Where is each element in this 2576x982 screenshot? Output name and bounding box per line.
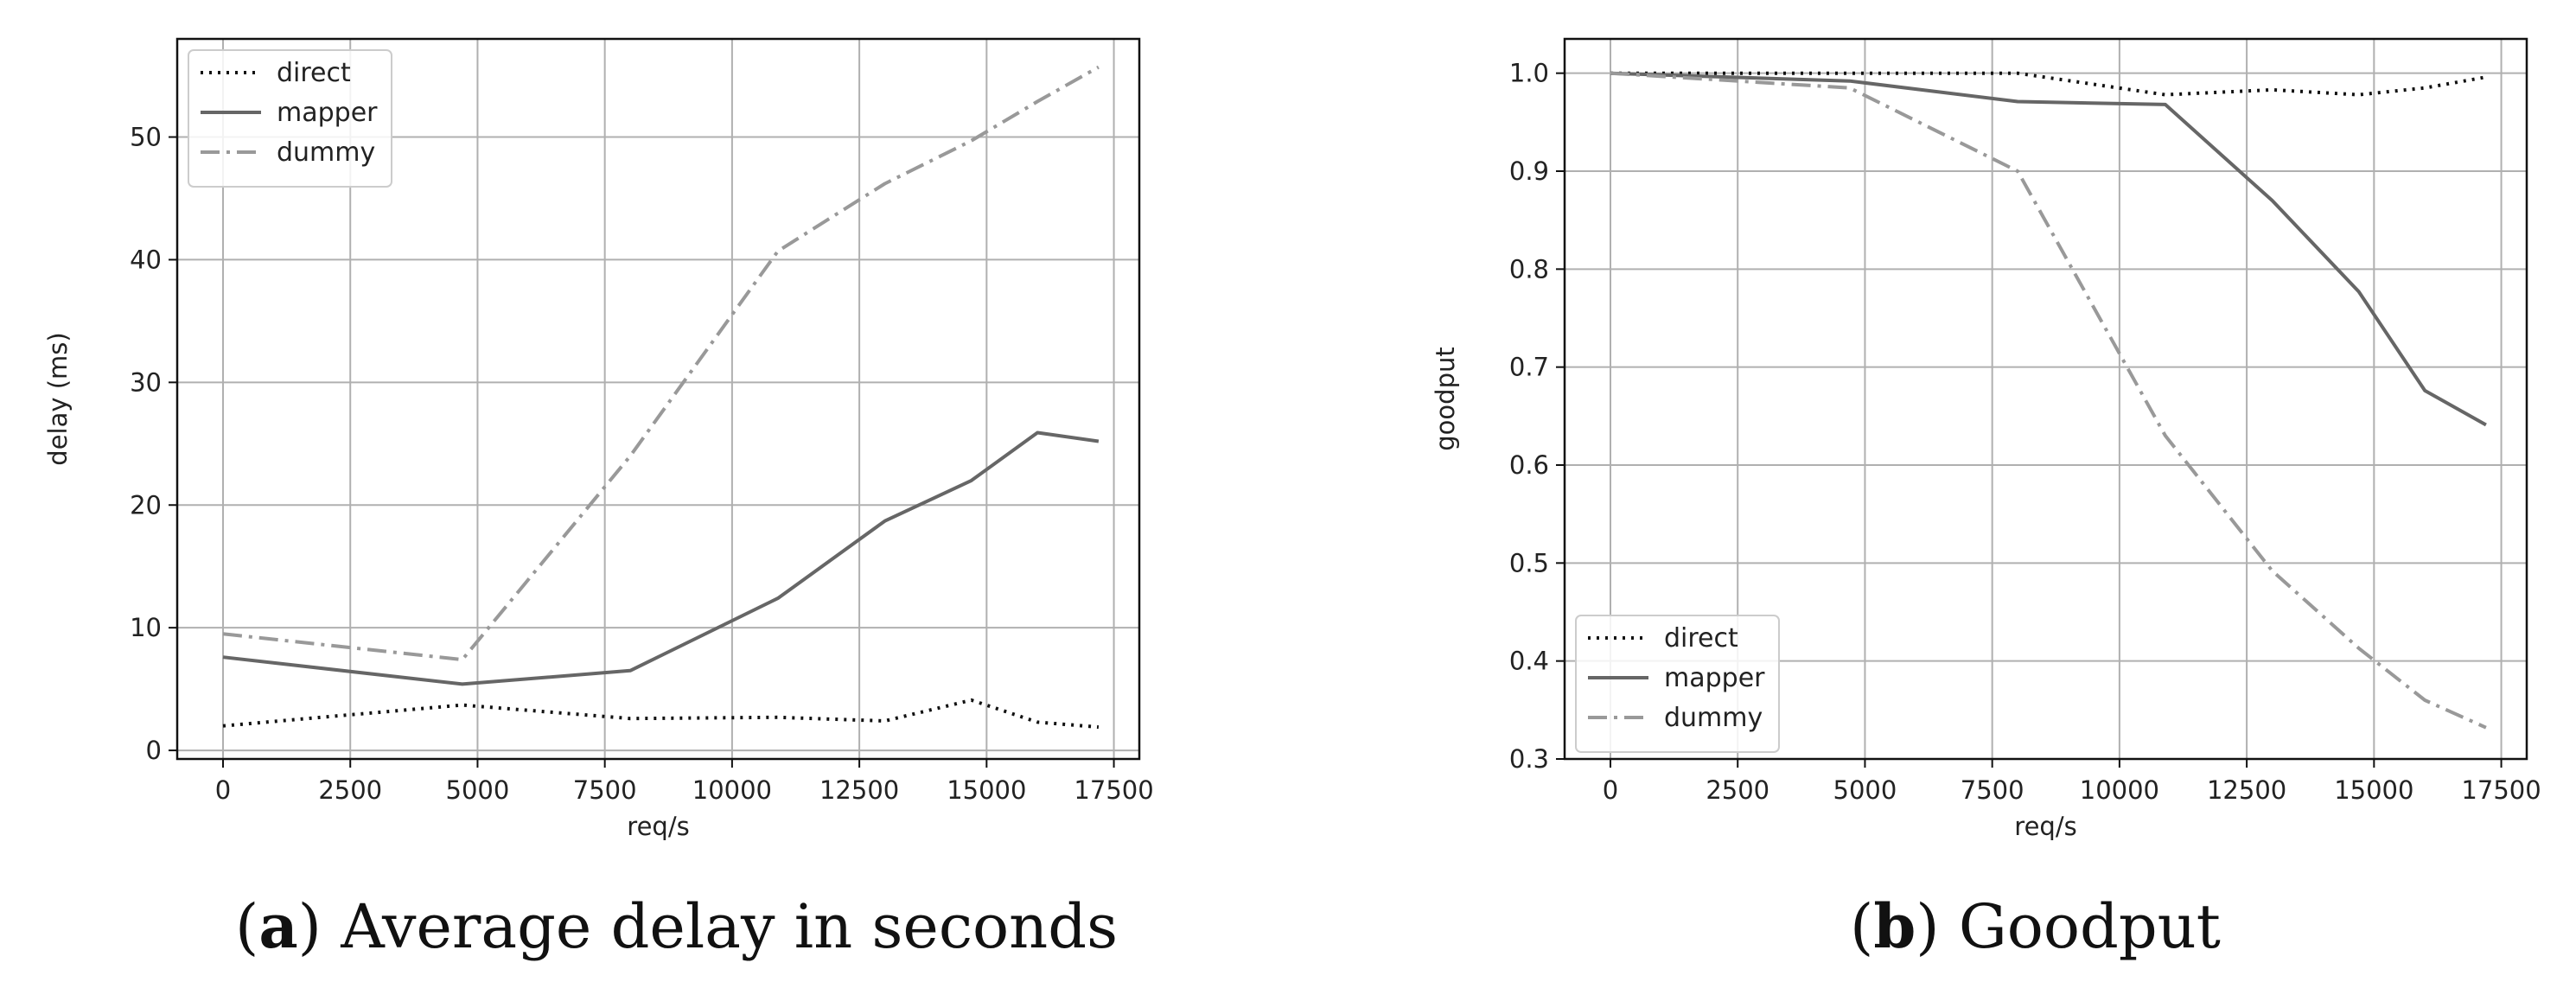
y-tick-label-6: 0.9: [1509, 156, 1549, 186]
legend-label-mapper: mapper: [277, 98, 378, 128]
y-tick-label-3: 0.6: [1509, 450, 1549, 480]
x-tick-label-4: 10000: [692, 775, 772, 805]
x-tick-label-2: 5000: [446, 775, 510, 805]
legend-label-dummy: dummy: [277, 137, 375, 168]
x-tick-label-6: 15000: [947, 775, 1026, 805]
series-line-direct: [222, 698, 1100, 730]
goodput-chart: 0 2500 5000 7500 10000 12500 15000 17500 0.3 0.4 0…: [1431, 37, 2541, 841]
y-tick-label-0: 0: [146, 736, 162, 765]
y-tick-label-1: 0.4: [1509, 647, 1549, 676]
y-tick-label-2: 0.5: [1509, 548, 1549, 577]
plot-frame: [175, 37, 1141, 761]
y-tick-label-5: 50: [130, 123, 162, 152]
y-axis-label: goodput: [1431, 347, 1460, 450]
caption-letter-b: b: [1873, 890, 1916, 962]
caption-text-a: Average delay in seconds: [341, 891, 1118, 962]
caption-letter-a: a: [258, 890, 298, 962]
chart-panel-delay: 0 2500 5000 7500 10000 12500 15000 17500 0 10 20 30…: [43, 37, 1154, 962]
x-tick-label-3: 7500: [573, 775, 637, 805]
y-tick-label-2: 20: [130, 490, 162, 520]
caption-text-b: Goodput: [1958, 891, 2221, 962]
delay-chart: 0 2500 5000 7500 10000 12500 15000 17500 0 10 20 30…: [43, 37, 1154, 841]
x-tick-label-1: 2500: [1706, 775, 1769, 805]
y-tick-label-0: 0.3: [1509, 744, 1549, 774]
x-tick-label-5: 12500: [819, 775, 899, 805]
x-tick-label-4: 10000: [2080, 775, 2159, 805]
plot-frame: [1563, 37, 2528, 761]
y-tick-label-7: 1.0: [1509, 59, 1549, 88]
y-tick-label-4: 0.7: [1509, 353, 1549, 382]
x-axis-label: req/s: [627, 812, 689, 841]
series-line-dummy: [222, 65, 1100, 662]
x-tick-label-5: 12500: [2207, 775, 2286, 805]
legend: direct mapper dummy: [1575, 615, 1780, 753]
series-line-mapper: [222, 430, 1100, 686]
legend-label-direct: direct: [277, 58, 351, 88]
y-tick-label-5: 0.8: [1509, 254, 1549, 284]
legend-label-direct: direct: [1664, 623, 1738, 654]
legend-label-dummy: dummy: [1664, 703, 1763, 733]
x-tick-label-7: 17500: [1074, 775, 1153, 805]
legend-label-mapper: mapper: [1664, 663, 1765, 693]
caption-delay: (a) Average delay in seconds: [235, 890, 1118, 962]
series-line-direct: [1610, 71, 2487, 97]
legend: direct mapper dummy: [188, 49, 392, 188]
x-tick-label-3: 7500: [1961, 775, 2024, 805]
y-tick-label-1: 10: [130, 613, 162, 642]
x-tick-label-2: 5000: [1833, 775, 1897, 805]
chart-panel-goodput: 0 2500 5000 7500 10000 12500 15000 17500 0.3 0.4 0…: [1288, 0, 2576, 982]
x-tick-label-6: 15000: [2334, 775, 2413, 805]
x-tick-label-0: 0: [1603, 775, 1618, 805]
y-tick-label-3: 30: [130, 367, 162, 397]
x-tick-label-1: 2500: [318, 775, 382, 805]
x-tick-label-7: 17500: [2461, 775, 2541, 805]
y-tick-label-4: 40: [130, 245, 162, 274]
x-tick-label-0: 0: [215, 775, 231, 805]
caption-goodput: (b) Goodput: [1850, 890, 2221, 962]
x-axis-label: req/s: [2014, 812, 2076, 841]
series-line-mapper: [1610, 71, 2487, 427]
series-line-dummy: [1610, 71, 2487, 730]
y-axis-label: delay (ms): [43, 332, 73, 465]
